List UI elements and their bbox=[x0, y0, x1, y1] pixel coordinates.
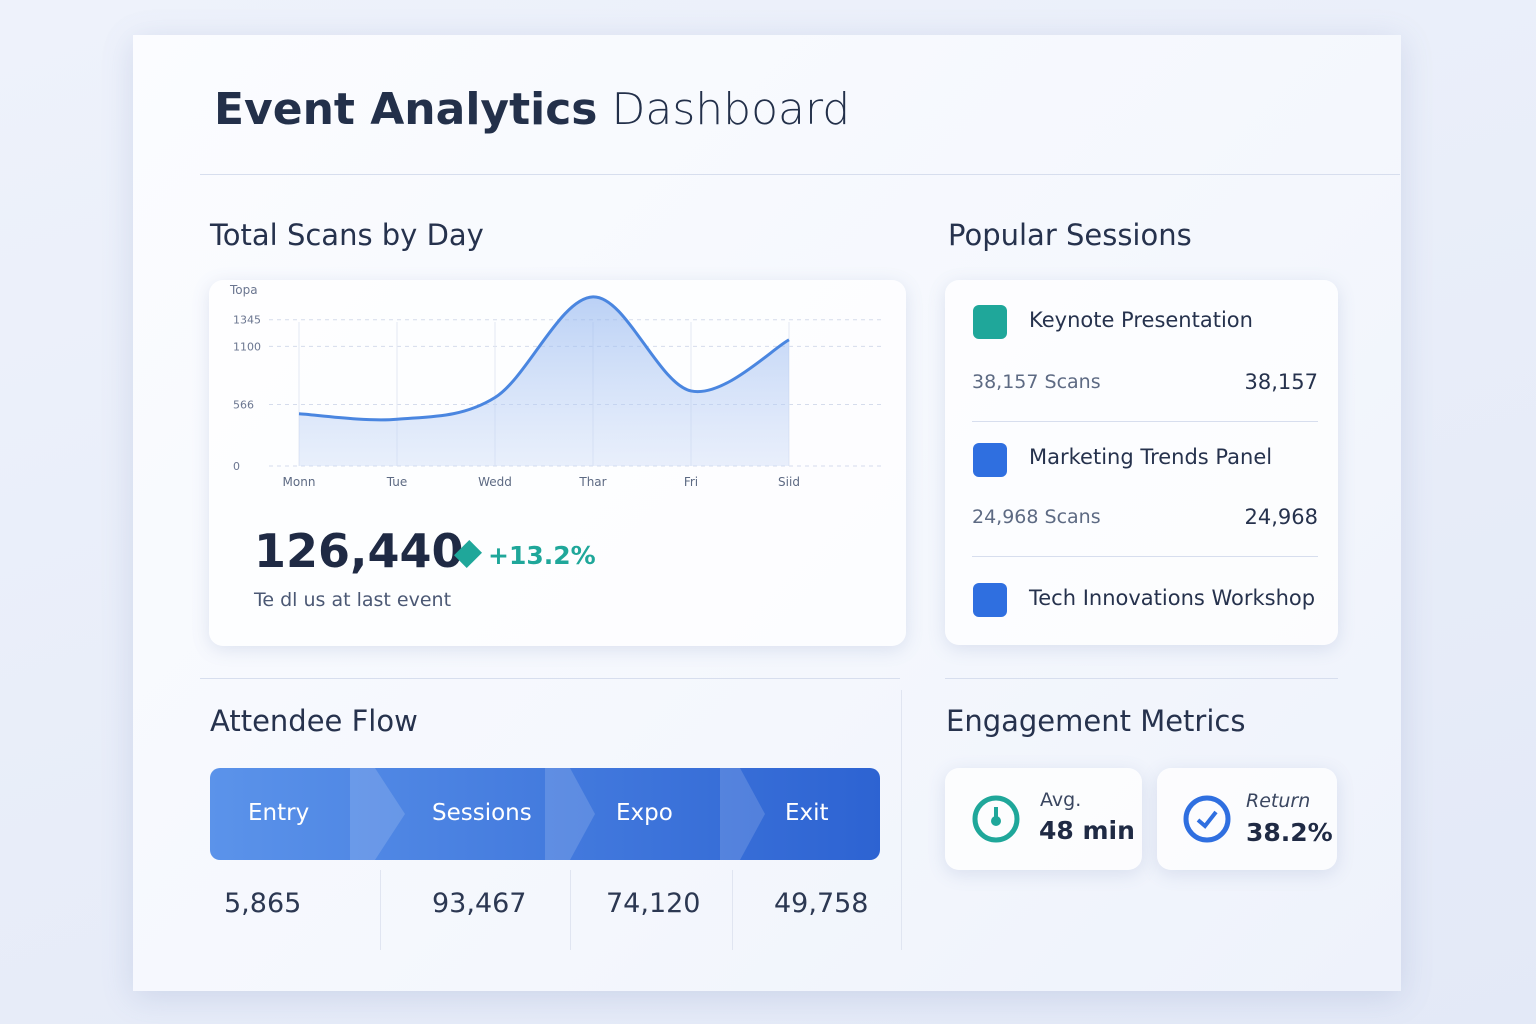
x-tick-label: Fri bbox=[684, 475, 698, 489]
stage-value: 93,467 bbox=[432, 888, 527, 919]
section-heading: Attendee Flow bbox=[210, 704, 418, 738]
divider bbox=[901, 690, 902, 950]
session-name[interactable]: Marketing Trends Panel bbox=[1029, 445, 1273, 469]
stage-value: 49,758 bbox=[774, 888, 869, 919]
y-tick-label: 0 bbox=[233, 460, 240, 473]
section-heading: Total Scans by Day bbox=[210, 218, 484, 252]
area-fill bbox=[299, 296, 789, 466]
stage-value: 5,865 bbox=[224, 888, 302, 919]
chevron bbox=[350, 768, 405, 860]
sessions-panel bbox=[945, 280, 1338, 645]
divider bbox=[200, 174, 1400, 175]
stage-value: 74,120 bbox=[606, 888, 701, 919]
stage-name: Sessions bbox=[432, 800, 532, 826]
x-tick-label: Siid bbox=[778, 475, 800, 489]
stage-name: Expo bbox=[616, 800, 673, 826]
metric-value: 48 min bbox=[1039, 816, 1135, 845]
session-name[interactable]: Tech Innovations Workshop bbox=[1029, 586, 1316, 610]
session-icon bbox=[973, 305, 1007, 339]
stage-name: Entry bbox=[248, 800, 310, 826]
scans-chart: Topa 0 566 1100 1345 Monn Tue Wedd Thar Fri Siid bbox=[229, 283, 881, 489]
divider bbox=[945, 678, 1338, 679]
y-tick-label: 1345 bbox=[233, 314, 261, 327]
x-tick-label: Tue bbox=[386, 475, 408, 489]
session-icon bbox=[973, 583, 1007, 617]
section-heading: Popular Sessions bbox=[948, 218, 1192, 252]
x-tick-label: Wedd bbox=[478, 475, 512, 489]
divider bbox=[732, 870, 733, 950]
metric-card bbox=[945, 768, 1142, 870]
chevron bbox=[545, 768, 595, 860]
flow-bar bbox=[210, 768, 880, 860]
total-scans: 126,440 bbox=[254, 524, 464, 578]
divider bbox=[972, 556, 1318, 557]
line bbox=[298, 295, 790, 422]
divider bbox=[972, 421, 1318, 422]
metric-label: Avg. bbox=[1040, 789, 1082, 811]
section-heading: Engagement Metrics bbox=[946, 704, 1246, 738]
session-scans: 24,968 Scans bbox=[972, 506, 1101, 528]
change: +13.2% bbox=[488, 541, 596, 570]
title-bold: Event Analytics bbox=[214, 84, 598, 135]
divider bbox=[200, 678, 900, 679]
session-name[interactable]: Keynote Presentation bbox=[1029, 308, 1253, 332]
divider bbox=[570, 870, 571, 950]
chevron bbox=[720, 768, 765, 860]
y-tick-label: 1100 bbox=[233, 340, 261, 353]
stage-name: Exit bbox=[785, 800, 829, 826]
divider bbox=[380, 870, 381, 950]
y-tick-label: 566 bbox=[233, 398, 254, 411]
metric-value: 38.2% bbox=[1246, 818, 1333, 847]
x-tick-label: Monn bbox=[283, 475, 316, 489]
timer-icon bbox=[972, 795, 1020, 843]
y-axis-label: Topa bbox=[229, 283, 258, 297]
header-title: Event Analytics Dashboard bbox=[214, 84, 850, 135]
x-tick-label: Thar bbox=[578, 475, 606, 489]
session-value: 38,157 bbox=[1244, 370, 1318, 394]
title-light: Dashboard bbox=[611, 84, 851, 135]
metric-label: Return bbox=[1246, 790, 1311, 812]
check-icon bbox=[1183, 795, 1231, 843]
session-value: 24,968 bbox=[1244, 505, 1318, 529]
caption: Te dl us at last event bbox=[254, 589, 452, 611]
session-icon bbox=[973, 443, 1007, 477]
session-scans: 38,157 Scans bbox=[972, 371, 1101, 393]
flow-bg bbox=[210, 768, 880, 860]
